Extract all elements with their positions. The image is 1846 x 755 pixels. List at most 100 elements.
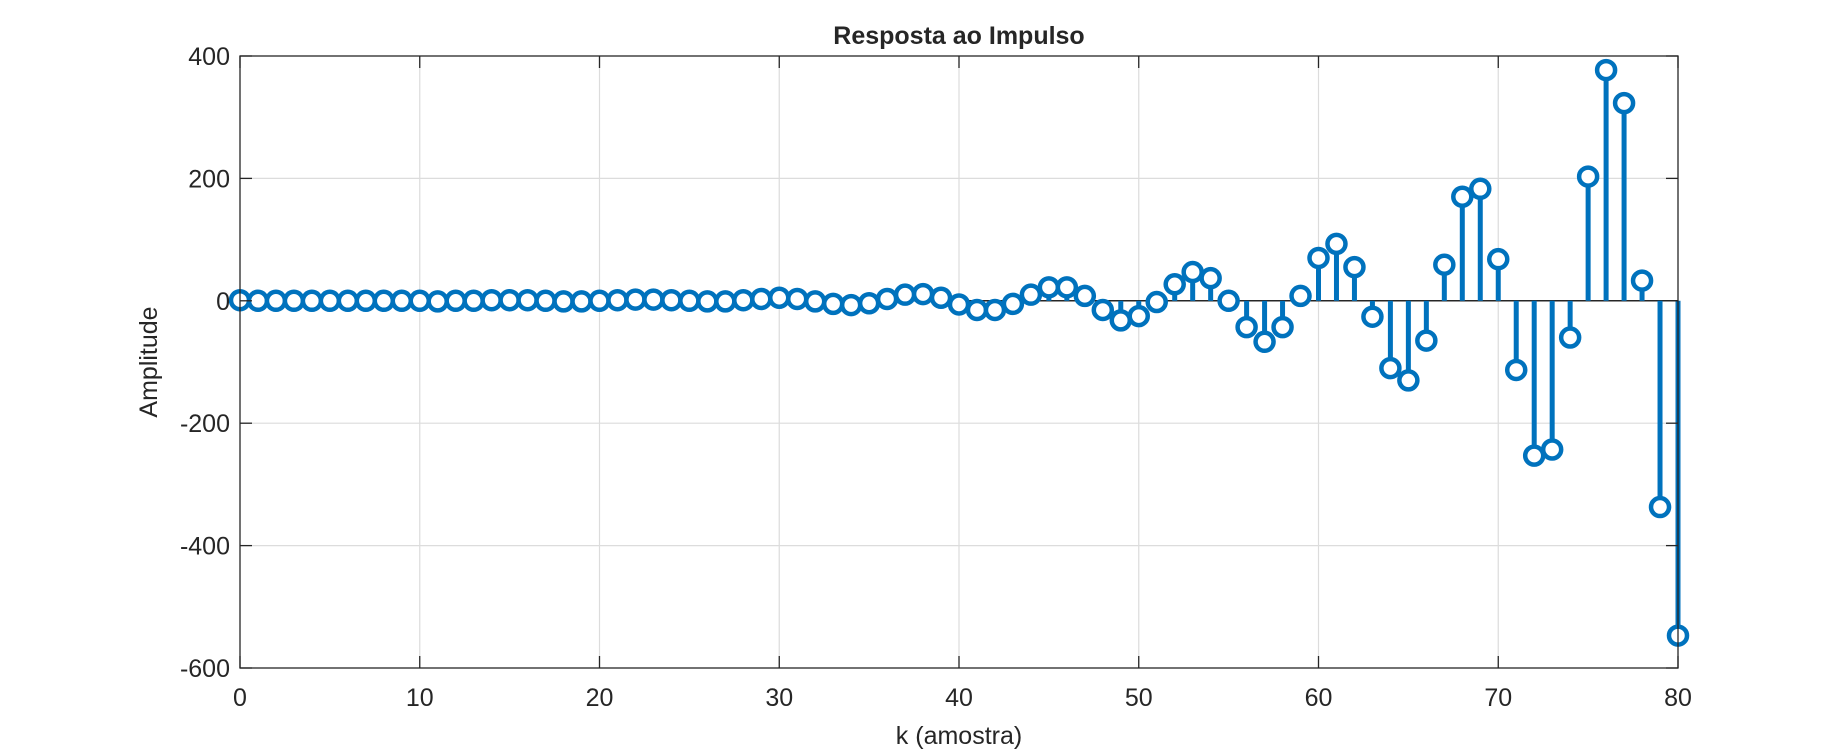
x-tick-label: 80 <box>1664 684 1692 712</box>
stem-marker <box>642 288 665 311</box>
stem-marker <box>732 288 755 312</box>
y-axis-label: Amplitude <box>135 306 163 417</box>
stem-marker <box>839 293 863 317</box>
stem-marker <box>552 290 575 313</box>
stem-marker <box>426 290 449 313</box>
x-tick-label: 0 <box>233 684 247 712</box>
stem-marker <box>1271 315 1294 339</box>
stem-marker <box>696 290 719 313</box>
stem-marker <box>1145 290 1168 314</box>
stem-marker <box>983 298 1007 322</box>
tick-labels: 0 10 20 30 40 50 60 70 80 -600 -400 -200 0 200 400 <box>180 43 1692 712</box>
stem-marker <box>965 298 989 322</box>
stem-marker <box>768 286 791 309</box>
stem-marker <box>1379 356 1402 380</box>
y-tick-label: 200 <box>188 165 230 193</box>
stem-marker <box>498 288 521 312</box>
x-tick-label: 30 <box>765 684 793 712</box>
stem-marker <box>534 289 557 313</box>
stem-marker <box>1289 284 1312 308</box>
stem-marker <box>678 289 701 313</box>
stem-marker <box>462 289 485 313</box>
stem-marker <box>570 290 593 313</box>
stem-marker <box>1055 276 1079 299</box>
stem-marker <box>624 288 647 311</box>
y-tick-label: -400 <box>180 533 230 561</box>
stem-marker <box>444 289 467 313</box>
stem-marker <box>1163 273 1186 296</box>
x-tick-label: 70 <box>1484 684 1512 712</box>
stem-marker <box>1558 326 1582 349</box>
chart-title: Resposta ao Impulso <box>833 22 1084 50</box>
stem-marker <box>336 289 360 313</box>
x-axis-label: k (amostra) <box>896 722 1022 750</box>
stem-marker <box>660 288 683 312</box>
x-tick-label: 40 <box>945 684 973 712</box>
stem-marker <box>408 289 431 313</box>
stem-marker <box>875 287 899 311</box>
stem-marker <box>1235 315 1258 339</box>
stem-marker <box>1415 329 1438 352</box>
stem-marker <box>318 289 342 313</box>
stem-marker <box>516 288 539 312</box>
y-tick-label: -600 <box>180 655 230 683</box>
stem-marker <box>911 282 935 306</box>
stem-marker <box>282 289 306 313</box>
stem-marker <box>1001 292 1025 316</box>
stem-marker <box>588 289 611 313</box>
stem-marker <box>1522 444 1546 467</box>
stem-marker <box>1325 232 1348 256</box>
stem-marker <box>821 292 845 316</box>
stem-marker <box>1594 58 1618 82</box>
ticks <box>239 55 1679 669</box>
stem-marker <box>857 291 881 315</box>
stem-marker <box>1576 165 1600 188</box>
stem-marker <box>1181 260 1204 284</box>
stem-marker <box>1127 304 1150 328</box>
stem-marker <box>1630 269 1654 292</box>
stem-marker <box>929 286 953 309</box>
stem-marker <box>1469 177 1492 201</box>
y-tick-label: 400 <box>188 43 230 71</box>
stem-marker <box>714 290 737 313</box>
stem-marker <box>1307 246 1330 270</box>
stem-marker <box>1361 305 1384 328</box>
x-tick-label: 60 <box>1305 684 1333 712</box>
stem-marker <box>264 289 288 313</box>
y-tick-label: 0 <box>216 288 230 316</box>
stem-marker <box>606 288 629 312</box>
stem-marker <box>750 287 773 311</box>
stem-marker <box>1019 283 1043 306</box>
y-tick-label: -200 <box>180 410 230 438</box>
stem-marker <box>1451 185 1474 209</box>
stem-marker <box>1217 289 1240 313</box>
stem-marker <box>1109 309 1133 332</box>
stem-marker <box>803 290 827 313</box>
x-tick-label: 20 <box>586 684 614 712</box>
x-tick-label: 50 <box>1125 684 1153 712</box>
stem-marker <box>1199 266 1222 290</box>
stem-marker <box>1073 284 1097 308</box>
stem-marker <box>1037 276 1061 299</box>
stem-marker <box>1487 247 1510 271</box>
stem-marker <box>480 288 503 312</box>
stem-marker <box>893 283 917 306</box>
stem-marker <box>354 289 378 313</box>
stem-marker <box>1397 369 1420 392</box>
stem-marker <box>1433 253 1456 276</box>
markers <box>228 58 1690 647</box>
stem-marker <box>1648 495 1672 519</box>
stem-marker <box>1343 255 1366 279</box>
stem-marker <box>947 293 971 316</box>
stem-marker <box>300 289 324 313</box>
x-tick-label: 10 <box>406 684 434 712</box>
stem-marker <box>1091 298 1115 322</box>
stem-marker <box>1540 438 1564 461</box>
stem-marker <box>1504 358 1528 382</box>
stem-marker <box>1612 91 1636 115</box>
stem-marker <box>390 289 414 313</box>
stem-marker <box>372 289 396 313</box>
stem-marker <box>1253 330 1276 354</box>
